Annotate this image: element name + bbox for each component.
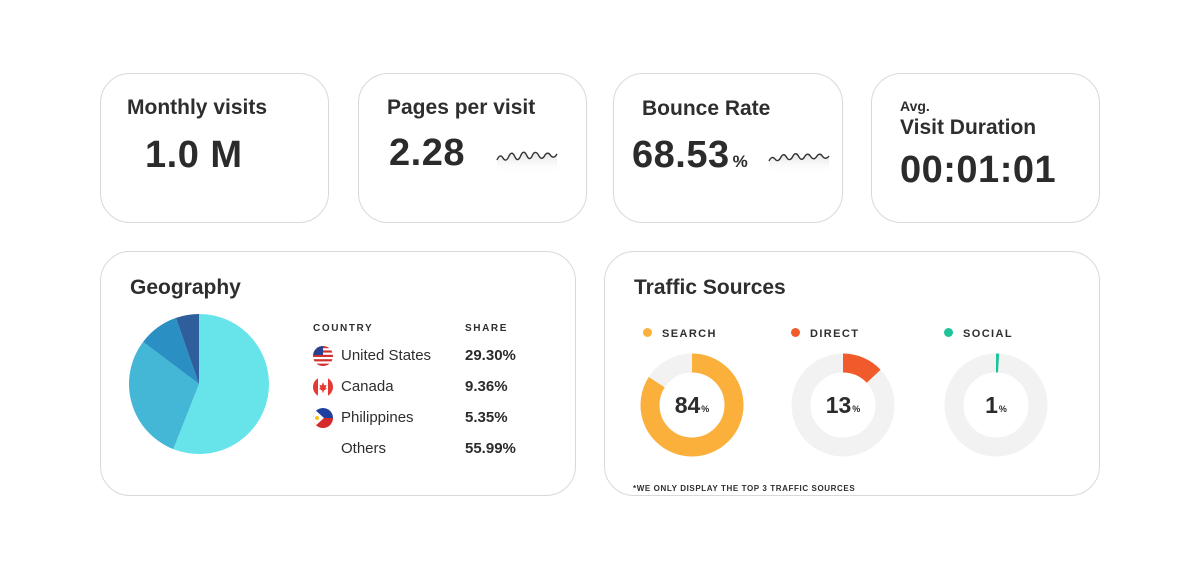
visit-duration-prefix: Avg.: [900, 98, 930, 114]
search-percent: 84: [674, 391, 701, 418]
monthly-visits-label: Monthly visits: [127, 96, 268, 119]
direct-donut-arc: [791, 353, 895, 457]
bounce-rate-value: 68.53%: [632, 134, 748, 177]
social-donut-value: 1%: [944, 353, 1048, 457]
geography-row: United States 29.30%: [313, 344, 543, 368]
bounce-rate-number: 68.53: [632, 134, 730, 176]
social-donut: 1%: [944, 353, 1048, 457]
philippines-flag-icon: [313, 408, 333, 428]
country-share: 29.30%: [465, 347, 516, 364]
country-column-header: COUNTRY: [313, 323, 374, 334]
pages-per-visit-value: 2.28: [389, 132, 465, 174]
direct-donut: 13%: [791, 353, 895, 457]
geography-title: Geography: [130, 276, 241, 299]
bounce-rate-sparkline: [768, 153, 830, 174]
social-dot-icon: [944, 328, 953, 337]
search-donut-value: 84%: [640, 353, 744, 457]
geography-row: Others 55.99%: [313, 437, 543, 461]
social-donut-arc: [944, 353, 1048, 457]
pie-slice-canada: [143, 317, 199, 384]
country-name: United States: [341, 347, 432, 364]
social-percent: 1: [985, 391, 998, 418]
country-name: Canada: [341, 378, 394, 395]
social-percent-unit: %: [998, 404, 1007, 414]
pie-slice-philippines: [175, 314, 199, 384]
direct-percent: 13: [825, 391, 852, 418]
pie-slice-others: [173, 314, 269, 454]
country-name: Philippines: [341, 409, 414, 426]
monthly-visits-card: Monthly visits 1.0 M: [100, 73, 329, 223]
bounce-rate-label: Bounce Rate: [642, 97, 771, 120]
visit-duration-card: Avg. Visit Duration 00:01:01: [871, 73, 1100, 223]
traffic-footnote: *WE ONLY DISPLAY THE TOP 3 TRAFFIC SOURC…: [633, 484, 856, 493]
pages-per-visit-sparkline: [496, 151, 558, 174]
bounce-rate-card: Bounce Rate 68.53%: [613, 73, 843, 223]
share-column-header: SHARE: [465, 323, 509, 334]
visit-duration-label: Visit Duration: [900, 116, 1037, 139]
search-source-label: SEARCH: [643, 328, 717, 340]
search-percent-unit: %: [701, 404, 710, 414]
geography-row: Canada 9.36%: [313, 375, 543, 399]
traffic-sources-title: Traffic Sources: [634, 276, 786, 299]
direct-label-text: DIRECT: [810, 328, 860, 340]
visit-duration-value: 00:01:01: [900, 149, 1057, 191]
us-flag-icon: [313, 346, 333, 366]
pages-per-visit-label: Pages per visit: [387, 96, 536, 119]
geography-card: Geography COUNTRY SHARE United States 29…: [100, 251, 576, 496]
country-name: Others: [341, 440, 387, 457]
social-label-text: SOCIAL: [963, 328, 1013, 340]
pie-slice-united-states: [129, 341, 199, 450]
direct-percent-unit: %: [852, 404, 861, 414]
search-donut-arc: [640, 353, 744, 457]
social-source-label: SOCIAL: [944, 328, 1013, 340]
canada-flag-icon: [313, 377, 333, 397]
search-dot-icon: [643, 328, 652, 337]
traffic-sources-card: Traffic Sources SEARCH DIRECT SOCIAL 84%…: [604, 251, 1100, 496]
geography-row: Philippines 5.35%: [313, 406, 543, 430]
search-label-text: SEARCH: [662, 328, 717, 340]
search-donut: 84%: [640, 353, 744, 457]
direct-source-label: DIRECT: [791, 328, 859, 340]
geography-pie-chart: [129, 314, 269, 454]
monthly-visits-value: 1.0 M: [145, 134, 243, 176]
bounce-rate-unit: %: [732, 152, 749, 171]
pages-per-visit-card: Pages per visit 2.28: [358, 73, 587, 223]
country-share: 9.36%: [465, 378, 508, 395]
direct-dot-icon: [791, 328, 800, 337]
direct-donut-value: 13%: [791, 353, 895, 457]
country-share: 5.35%: [465, 409, 508, 426]
country-share: 55.99%: [465, 440, 516, 457]
